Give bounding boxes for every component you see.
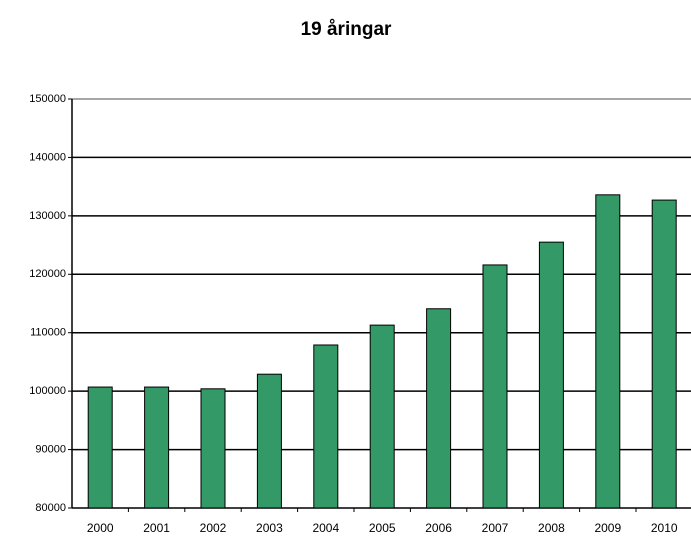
y-tick-label: 150000 — [29, 93, 66, 105]
x-tick-label: 2006 — [425, 521, 452, 535]
x-tick-label: 2010 — [651, 521, 678, 535]
y-tick-label: 140000 — [29, 151, 66, 163]
bar — [595, 194, 621, 509]
x-tick-label: 2002 — [200, 521, 227, 535]
bar — [426, 308, 452, 509]
bar — [313, 344, 339, 509]
bar — [200, 388, 226, 509]
chart-title: 19 åringar — [301, 19, 392, 40]
x-tick-label: 2005 — [369, 521, 396, 535]
y-tick-label: 130000 — [29, 210, 66, 222]
bar — [369, 324, 395, 509]
x-tick-label: 2003 — [256, 521, 283, 535]
x-tick-label: 2007 — [482, 521, 509, 535]
bar — [482, 264, 508, 509]
bar — [651, 199, 677, 509]
y-tick-label: 80000 — [35, 502, 66, 514]
x-tick-label: 2000 — [87, 521, 114, 535]
y-tick-label: 100000 — [29, 385, 66, 397]
y-tick-label: 120000 — [29, 268, 66, 280]
y-tick-label: 90000 — [35, 443, 66, 455]
x-tick-label: 2009 — [594, 521, 621, 535]
x-tick-label: 2004 — [312, 521, 339, 535]
x-tick-label: 2008 — [538, 521, 565, 535]
bar — [256, 373, 282, 509]
x-tick-label: 2001 — [143, 521, 170, 535]
bar — [538, 241, 564, 509]
bar — [87, 386, 113, 509]
y-tick-label: 110000 — [30, 327, 66, 339]
bar — [144, 386, 170, 509]
